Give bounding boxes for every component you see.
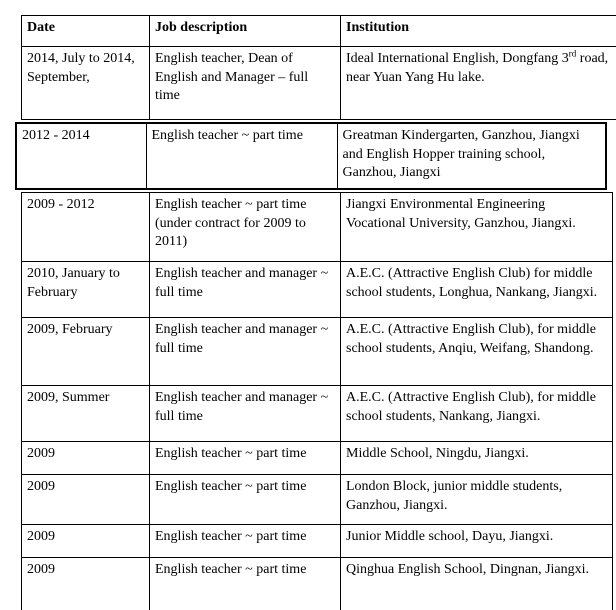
cell-institution: Greatman Kindergarten, Ganzhou, Jiangxi … [337, 123, 606, 189]
cell-date: 2009 [22, 525, 150, 558]
header-job: Job description [150, 16, 341, 47]
cell-job: English teacher ~ part time [150, 525, 341, 558]
cell-date: 2010, January to February [22, 262, 150, 318]
cell-job: English teacher and manager ~ full time [150, 262, 341, 318]
cell-institution: A.E.C. (Attractive English Club) for mid… [341, 262, 613, 318]
cell-institution: Ideal International English, Dongfang 3r… [341, 47, 616, 120]
cell-date: 2009 [22, 442, 150, 475]
cell-date: 2014, July to 2014, September, [22, 47, 150, 120]
table-row: 2012 - 2014 English teacher ~ part time … [16, 123, 606, 189]
cell-date: 2012 - 2014 [16, 123, 146, 189]
cell-job: English teacher, Dean of English and Man… [150, 47, 341, 120]
cell-date: 2009 [22, 475, 150, 525]
cell-job: English teacher ~ part time [150, 442, 341, 475]
header-row: Date Job description Institution [22, 16, 616, 47]
cell-institution: A.E.C. (Attractive English Club), for mi… [341, 318, 613, 386]
institution-text: Ideal International English, Dongfang 3 [346, 51, 569, 66]
cell-institution: A.E.C. (Attractive English Club), for mi… [341, 386, 613, 442]
cell-job: English teacher and manager ~ full time [150, 318, 341, 386]
cell-institution: Jiangxi Environmental Engineering Vocati… [341, 193, 613, 262]
cell-institution: London Block, junior middle students, Ga… [341, 475, 613, 525]
cell-institution: Qinghua English School, Dingnan, Jiangxi… [341, 558, 613, 610]
table-row: 2014, July to 2014, September, English t… [22, 47, 616, 120]
cell-job: English teacher ~ part time [150, 475, 341, 525]
cell-job: English teacher and manager ~ full time [150, 386, 341, 442]
cell-institution: Junior Middle school, Dayu, Jiangxi. [341, 525, 613, 558]
cell-date: 2009 - 2012 [22, 193, 150, 262]
cell-date: 2009, February [22, 318, 150, 386]
cell-institution: Middle School, Ningdu, Jiangxi. [341, 442, 613, 475]
cell-job: English teacher ~ part time [150, 558, 341, 610]
cell-date: 2009 [22, 558, 150, 610]
cell-job: English teacher ~ part time (under contr… [150, 193, 341, 262]
cell-job: English teacher ~ part time [146, 123, 337, 189]
employment-table-top: Date Job description Institution 2014, J… [21, 15, 616, 120]
header-institution: Institution [341, 16, 616, 47]
header-date: Date [22, 16, 150, 47]
employment-table-middle: 2012 - 2014 English teacher ~ part time … [15, 122, 607, 190]
cell-date: 2009, Summer [22, 386, 150, 442]
